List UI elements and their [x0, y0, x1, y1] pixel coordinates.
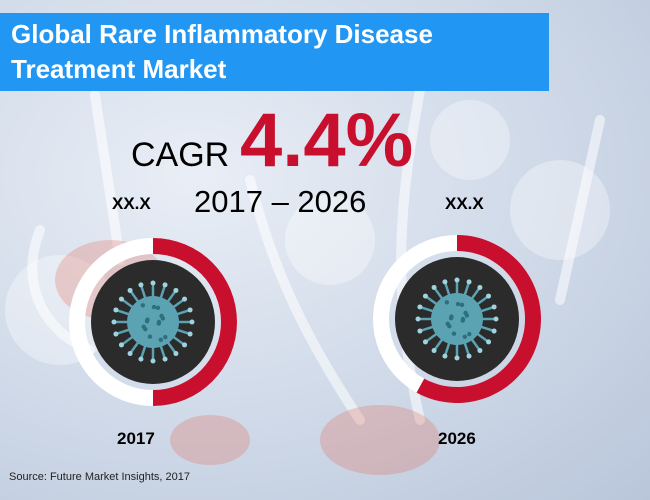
source-note: Source: Future Market Insights, 2017 [9, 471, 190, 483]
ring-arc [416, 235, 541, 403]
ring-chart-2017 [69, 238, 237, 406]
virus-icon [111, 280, 195, 364]
ring-arc [153, 238, 237, 406]
cagr-value: 4.4% [240, 98, 414, 183]
chart-title: Global Rare Inflammatory Disease Treatme… [11, 19, 433, 84]
category-label-2017: 2017 [117, 429, 155, 448]
category-label-2026: 2026 [438, 429, 476, 448]
cagr-period: 2017 – 2026 [194, 184, 367, 219]
cagr-label: CAGR [131, 136, 230, 174]
ring-chart-2026 [373, 235, 541, 403]
title-banner: Global Rare Inflammatory Disease Treatme… [0, 13, 549, 91]
data-label-2017: XX.X [112, 194, 151, 213]
virus-icon [415, 277, 499, 361]
data-label-2026: XX.X [445, 194, 484, 213]
